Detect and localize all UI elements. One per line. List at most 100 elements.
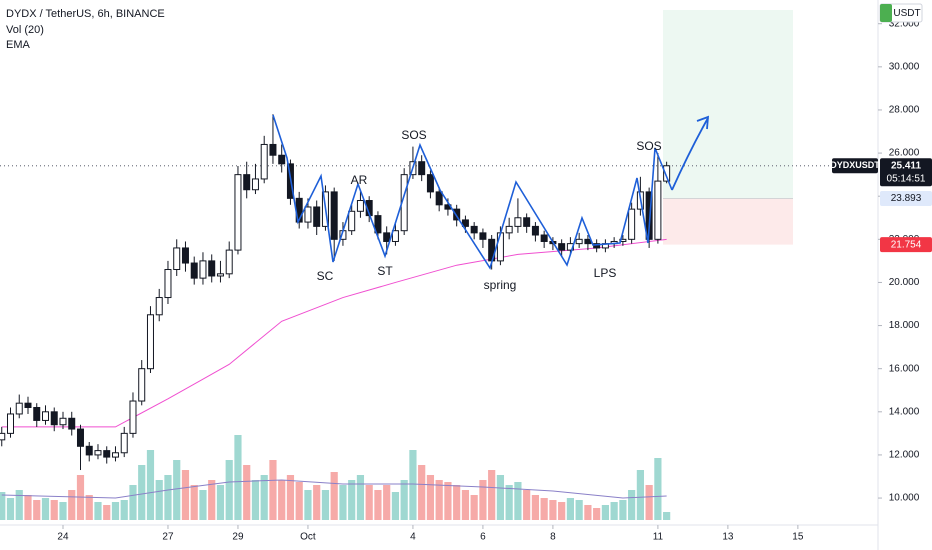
stop-badge bbox=[880, 237, 932, 253]
candle-body bbox=[85, 445, 93, 456]
legend: DYDX / TetherUS, 6h, BINANCE Vol (20) EM… bbox=[6, 8, 165, 51]
candle-body bbox=[558, 243, 566, 251]
candle-body bbox=[41, 411, 49, 421]
candle-body bbox=[645, 191, 653, 240]
y-tick-label: 32.000 bbox=[889, 18, 920, 29]
candle-body bbox=[243, 174, 251, 191]
volume-bar bbox=[523, 490, 531, 520]
y-tick-label: 10.000 bbox=[889, 493, 920, 504]
y-tick-label: 14.000 bbox=[889, 406, 920, 417]
x-tick-label: 4 bbox=[410, 532, 416, 543]
volume-bar bbox=[208, 480, 216, 520]
candle-body bbox=[24, 402, 32, 408]
volume-bar bbox=[243, 465, 251, 520]
volume-bar bbox=[313, 485, 321, 520]
candle-body bbox=[426, 174, 434, 193]
x-tick-label: Oct bbox=[300, 532, 316, 543]
y-tick-label: 12.000 bbox=[889, 450, 920, 461]
entry-label: 23.893 bbox=[891, 193, 922, 204]
volume-bar bbox=[129, 485, 137, 520]
candle-body bbox=[234, 174, 242, 251]
volume-bar bbox=[33, 500, 41, 520]
candle-body bbox=[374, 215, 382, 234]
volume-bar bbox=[68, 490, 76, 520]
x-tick-label: 24 bbox=[57, 532, 69, 543]
volume-bar bbox=[286, 475, 295, 520]
volume-bar bbox=[453, 485, 461, 520]
candle-body bbox=[199, 260, 207, 279]
candle-body bbox=[479, 232, 487, 240]
volume-bar bbox=[636, 470, 644, 520]
volume-bar bbox=[505, 485, 513, 520]
candle-body bbox=[348, 210, 356, 232]
volume-bar bbox=[6, 498, 15, 520]
candle-body bbox=[523, 217, 531, 227]
x-tick-label: 8 bbox=[550, 532, 556, 543]
candle-body bbox=[540, 234, 548, 242]
x-tick-label: 27 bbox=[162, 532, 174, 543]
candle-body bbox=[68, 417, 76, 430]
volume-bar bbox=[348, 480, 356, 520]
annotation-label: LPS bbox=[594, 266, 617, 280]
candle-body bbox=[461, 219, 469, 227]
volume-bar bbox=[619, 500, 627, 520]
candle-body bbox=[94, 450, 102, 456]
volume-bar bbox=[173, 460, 181, 520]
candle-body bbox=[173, 247, 181, 271]
candle-body bbox=[593, 243, 601, 249]
volume-bar bbox=[383, 485, 391, 520]
candle-body bbox=[120, 432, 128, 454]
candle-body bbox=[496, 232, 504, 262]
candle-body bbox=[225, 249, 233, 275]
candle-body bbox=[208, 260, 216, 277]
volume-bar bbox=[391, 492, 400, 520]
volume-bar bbox=[514, 482, 522, 520]
indicator-label: EMA bbox=[6, 39, 31, 51]
volume-layer bbox=[0, 435, 671, 520]
candle-body bbox=[260, 143, 268, 180]
currency-label[interactable]: USDT bbox=[893, 8, 920, 19]
volume-bar bbox=[584, 505, 592, 520]
candle-body bbox=[304, 206, 312, 223]
last-price-badge bbox=[880, 158, 932, 187]
volume-bar bbox=[260, 475, 268, 520]
candle-body bbox=[251, 178, 259, 191]
volume-bar bbox=[330, 472, 338, 520]
candle-body bbox=[190, 262, 198, 279]
volume-bar bbox=[269, 460, 277, 520]
candle-body bbox=[418, 161, 426, 176]
volume-bar bbox=[234, 435, 242, 520]
symbol-badge-label: DYDXUSDT bbox=[830, 160, 880, 170]
candle-body bbox=[575, 238, 583, 245]
volume-bar bbox=[610, 502, 618, 520]
volume-bar bbox=[146, 450, 155, 520]
background-layer bbox=[663, 10, 793, 245]
y-tick-label: 16.000 bbox=[889, 363, 920, 374]
entry-badge bbox=[880, 191, 932, 207]
volume-bar bbox=[138, 465, 146, 520]
candle-body bbox=[6, 413, 14, 434]
candle-body bbox=[435, 191, 443, 206]
volume-bar bbox=[540, 498, 548, 520]
candle-body bbox=[470, 225, 478, 234]
volume-bar bbox=[645, 485, 653, 520]
candle-body bbox=[15, 402, 23, 415]
volume-bar bbox=[50, 500, 58, 520]
candle-body bbox=[505, 225, 513, 234]
volume-bar bbox=[496, 475, 505, 520]
candle-body bbox=[76, 428, 84, 447]
arrow-head bbox=[696, 115, 710, 130]
candle-body bbox=[628, 208, 636, 240]
volume-bar bbox=[295, 482, 303, 520]
candle-body bbox=[111, 452, 119, 458]
volume-bar bbox=[339, 485, 347, 520]
wyckoff-path bbox=[272, 114, 673, 270]
volume-bar bbox=[321, 490, 330, 520]
volume-bar bbox=[601, 505, 609, 520]
symbol-title: DYDX / TetherUS, 6h, BINANCE bbox=[6, 8, 165, 20]
volume-bar bbox=[663, 512, 671, 520]
price-badges: USDT DYDXUSDT 25.411 05:14:51 23.893 21.754 bbox=[830, 3, 932, 253]
candle-body bbox=[584, 238, 592, 245]
volume-bar bbox=[531, 495, 540, 520]
